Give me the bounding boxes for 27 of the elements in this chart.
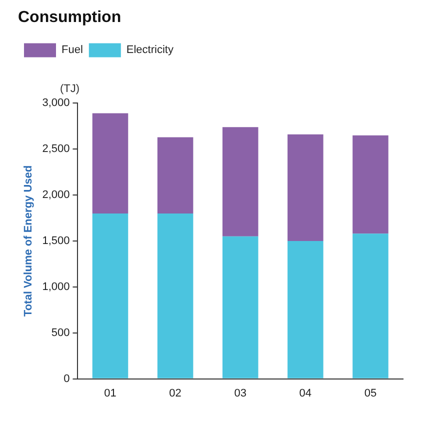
x-tick-label: 01 [104,387,116,400]
y-tick-label: 0 [64,372,70,385]
y-tick-label: 2,500 [42,143,70,156]
bar [157,137,194,214]
x-tick-label: 03 [234,387,246,400]
bar [157,213,194,378]
bar [222,127,258,236]
y-tick-label: 2,000 [42,189,70,202]
bar [352,234,388,378]
bar [288,241,324,378]
x-tick-label: 02 [169,387,182,400]
legend-label: Fuel [62,44,83,56]
x-tick-label: 05 [364,387,377,400]
bar [222,236,258,378]
chart-title: Consumption [18,9,122,26]
bar [92,213,128,378]
y-axis-title: Total Volume of Energy Used [22,165,35,317]
bar [352,135,388,234]
legend-label: Electricity [126,44,174,56]
y-tick-label: 1,500 [42,235,70,248]
y-tick-label: 500 [51,326,70,339]
x-tick-label: 04 [299,387,312,400]
y-tick-label: 1,000 [42,280,70,293]
text: (TJ) [60,83,80,96]
bar [288,134,324,241]
bar [92,113,128,214]
y-tick-label: 3,000 [42,97,70,110]
